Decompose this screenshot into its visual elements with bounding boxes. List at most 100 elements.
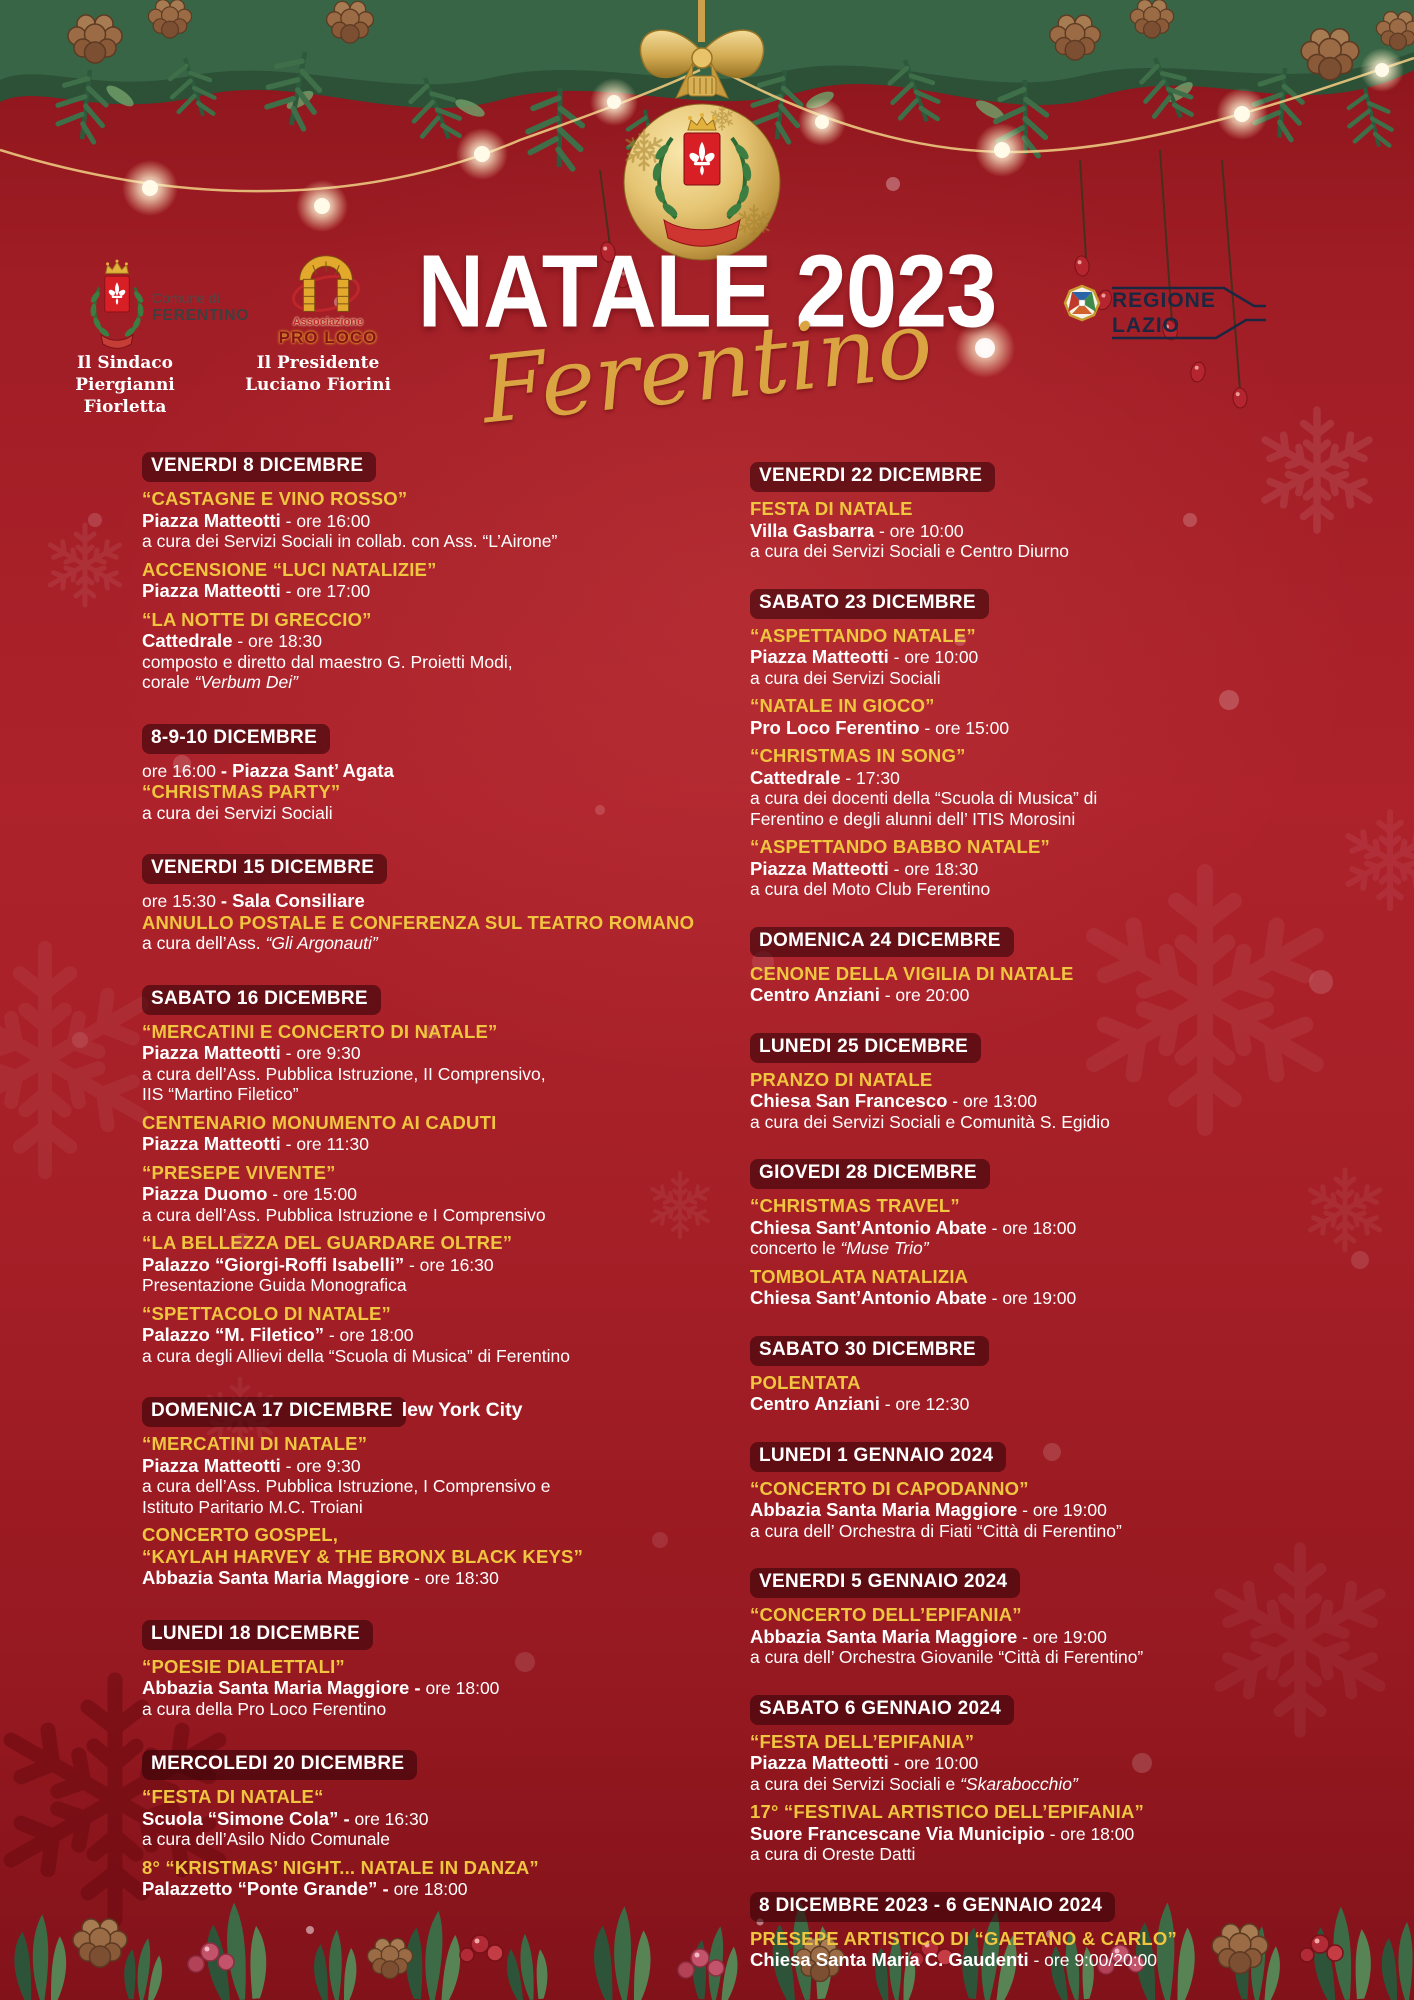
event-group: VENERDI 15 DICEMBRE ore 15:30 - Sala Cons… (142, 854, 742, 955)
text-segment: Villa Gasbarra (750, 519, 875, 541)
event-line: Chiesa Santa Maria C. Gaudenti - ore 9:0… (750, 1950, 1400, 1972)
date-heading: VENERDI 15 DICEMBRE (142, 854, 388, 884)
text-segment: - ore 18:30 (232, 631, 322, 651)
event-group: VENERDI 22 DICEMBRE FESTA DI NATALE Villa … (750, 462, 1400, 563)
event-line: Suore Francescane Via Municipio - ore 18… (750, 1822, 1400, 1846)
event-line: Chiesa San Francesco - ore 13:00 (750, 1091, 1400, 1113)
text-segment: “MERCATINI DI NATALE” (142, 1433, 368, 1454)
event-item: “SPETTACOLO DI NATALE” Palazzo “M. Fileti… (142, 1303, 742, 1368)
event-item: “CASTAGNE E VINO ROSSO” Piazza Matteotti … (142, 489, 742, 553)
event-line: Abbazia Santa Maria Maggiore - ore 19:00 (750, 1500, 1400, 1522)
svg-text:LAZIO: LAZIO (1112, 314, 1180, 337)
text-segment: “CONCERTO DELL’EPIFANIA” (750, 1604, 1022, 1625)
event-line: Chiesa Sant’Antonio Abate - ore 18:00 (750, 1217, 1400, 1240)
event-line: Centro Anziani - ore 20:00 (750, 985, 1400, 1007)
event-line: a cura dei Servizi Sociali e Centro Diur… (750, 541, 1400, 563)
text-segment: a cura dei Servizi Sociali in collab. co… (142, 531, 558, 551)
text-segment: “CASTAGNE E VINO ROSSO” (142, 488, 408, 509)
text-segment: - ore 17:00 (280, 581, 371, 601)
event-item: PRESEPE ARTISTICO DI “GAETANO & CARLO” Ch… (750, 1928, 1400, 1972)
event-group: LUNEDI 18 DICEMBRE “POESIE DIALETTALI” Abb… (142, 1619, 742, 1721)
event-group: MERCOLEDI 20 DICEMBRE “FESTA DI NATALE“ Sc… (142, 1750, 742, 1901)
text-segment: a cura degli Allievi della “Scuola di Mu… (142, 1345, 570, 1366)
date-heading: DOMENICA 17 DICEMBRE (142, 1397, 406, 1427)
text-segment: Piazza Matteotti (142, 509, 281, 531)
text-segment: “KAYLAH HARVEY & THE BRONX BLACK KEYS” (142, 1545, 584, 1567)
text-segment: “CHRISTMAS PARTY” (142, 781, 341, 802)
event-line: “POESIE DIALETTALI” (142, 1656, 742, 1679)
text-segment: ore 18:00 (388, 1879, 468, 1899)
text-segment: “CONCERTO DI CAPODANNO” (750, 1477, 1029, 1499)
date-heading: SABATO 6 GENNAIO 2024 (750, 1694, 1015, 1725)
date-row: SABATO 16 DICEMBRE (142, 984, 742, 1015)
text-segment: - ore 10:00 (888, 647, 979, 667)
event-line: a cura dell’Ass. “Gli Argonauti” (142, 933, 742, 955)
event-line: Piazza Matteotti - ore 10:00 (750, 647, 1400, 669)
text-segment: - ore 19:00 (986, 1288, 1077, 1308)
event-item: ore 16:00 - Piazza Sant’ Agata “CHRISTMAS… (142, 760, 742, 825)
text-segment: CONCERTO GOSPEL, (142, 1524, 339, 1545)
event-item: 17° “FESTIVAL ARTISTICO DELL’EPIFANIA” Su… (750, 1802, 1400, 1866)
event-line: Abbazia Santa Maria Maggiore - ore 19:00 (750, 1626, 1400, 1649)
string-lights-icon (0, 48, 1414, 232)
event-line: composto e diretto dal maestro G. Proiet… (142, 652, 742, 674)
event-line: Piazza Matteotti - ore 16:00 (142, 509, 742, 533)
event-line: “LA BELLEZZA DEL GUARDARE OLTRE” (142, 1233, 742, 1255)
event-line: Pro Loco Ferentino - ore 15:00 (750, 717, 1400, 740)
event-group: VENERDI 5 GENNAIO 2024 “CONCERTO DELL’EPI… (750, 1568, 1400, 1669)
event-line: Villa Gasbarra - ore 10:00 (750, 519, 1400, 543)
event-item: “FESTA DI NATALE“ Scuola “Simone Cola” - … (142, 1787, 742, 1851)
event-line: POLENTATA (750, 1372, 1400, 1395)
text-segment: Cattedrale (750, 766, 841, 788)
text-segment: FESTA DI NATALE (750, 498, 913, 519)
text-segment: - ore 18:30 (888, 858, 979, 879)
regione-lazio-logo: REGIONE LAZIO (1056, 282, 1268, 349)
event-line: ore 15:30 - Sala Consiliare (142, 891, 742, 913)
date-heading: DOMENICA 24 DICEMBRE (750, 926, 1014, 957)
event-line: Piazza Matteotti - ore 18:30 (750, 858, 1400, 881)
text-segment: TOMBOLATA NATALIZIA (750, 1265, 969, 1287)
text-segment: “PRESEPE VIVENTE” (142, 1161, 336, 1183)
event-item: CONCERTO GOSPEL, “KAYLAH HARVEY & THE BRO… (142, 1525, 742, 1590)
date-row: GIOVEDI 28 DICEMBRE (750, 1159, 1400, 1189)
event-line: Abbazia Santa Maria Maggiore - ore 18:00 (142, 1678, 742, 1700)
text-segment: Piazza Matteotti (142, 1454, 281, 1476)
date-heading: VENERDI 5 GENNAIO 2024 (750, 1568, 1021, 1598)
event-line: Istituto Paritario M.C. Troiani (142, 1497, 742, 1519)
text-segment: a cura del Moto Club Ferentino (750, 879, 991, 899)
date-row: 8-9-10 DICEMBRE (142, 723, 742, 754)
text-segment: “CHRISTMAS TRAVEL” (750, 1195, 960, 1216)
text-segment: Piazza Matteotti (142, 1042, 281, 1063)
text-segment: “Skarabocchio” (960, 1773, 1078, 1794)
date-heading: LUNEDI 1 GENNAIO 2024 (750, 1441, 1007, 1472)
event-line: Abbazia Santa Maria Maggiore - ore 18:30 (142, 1568, 742, 1590)
event-line: a cura dell’ Orchestra di Fiati “Città d… (750, 1521, 1400, 1543)
text-segment: Palazzo “M. Filetico” (142, 1324, 324, 1345)
text-segment: a cura dell’Ass. (142, 933, 266, 953)
event-line: a cura del Moto Club Ferentino (750, 879, 1400, 901)
laurel-wreath-icon (652, 136, 752, 220)
date-heading: SABATO 30 DICEMBRE (750, 1335, 989, 1366)
text-segment: - ore 9:30 (280, 1455, 361, 1476)
text-segment: a cura dell’Ass. Pubblica Istruzione e I… (142, 1204, 546, 1225)
date-heading: 8-9-10 DICEMBRE (142, 723, 331, 754)
text-segment: Piazza Matteotti (750, 1752, 889, 1773)
event-line: “NATALE IN GIOCO” (750, 696, 1400, 718)
text-segment: Chiesa San Francesco (750, 1090, 948, 1111)
text-segment: a cura dell’Asilo Nido Comunale (142, 1829, 391, 1849)
event-line: PRANZO DI NATALE (750, 1069, 1400, 1092)
event-item: CENTENARIO MONUMENTO AI CADUTI Piazza Mat… (142, 1112, 742, 1156)
date-heading: VENERDI 22 DICEMBRE (750, 462, 996, 492)
poster-title: NATALE 2023 (417, 234, 998, 350)
text-segment: concerto le (750, 1238, 841, 1258)
event-group: 8-9-10 DICEMBRE ore 16:00 - Piazza Sant’ … (142, 723, 742, 825)
text-segment: - ore 18:00 (323, 1325, 414, 1345)
text-segment: “Verbum Dei” (194, 672, 298, 692)
event-line: a cura dell’Ass. Pubblica Istruzione e I… (142, 1204, 742, 1227)
event-line: Palazzo “Giorgi-Roffi Isabelli” - ore 16… (142, 1254, 742, 1277)
text-segment: Suore Francescane Via Municipio (750, 1822, 1045, 1844)
event-line: CONCERTO GOSPEL, (142, 1525, 742, 1547)
events-column-left: VENERDI 8 DICEMBRE “CASTAGNE E VINO ROSSO… (142, 452, 742, 1931)
